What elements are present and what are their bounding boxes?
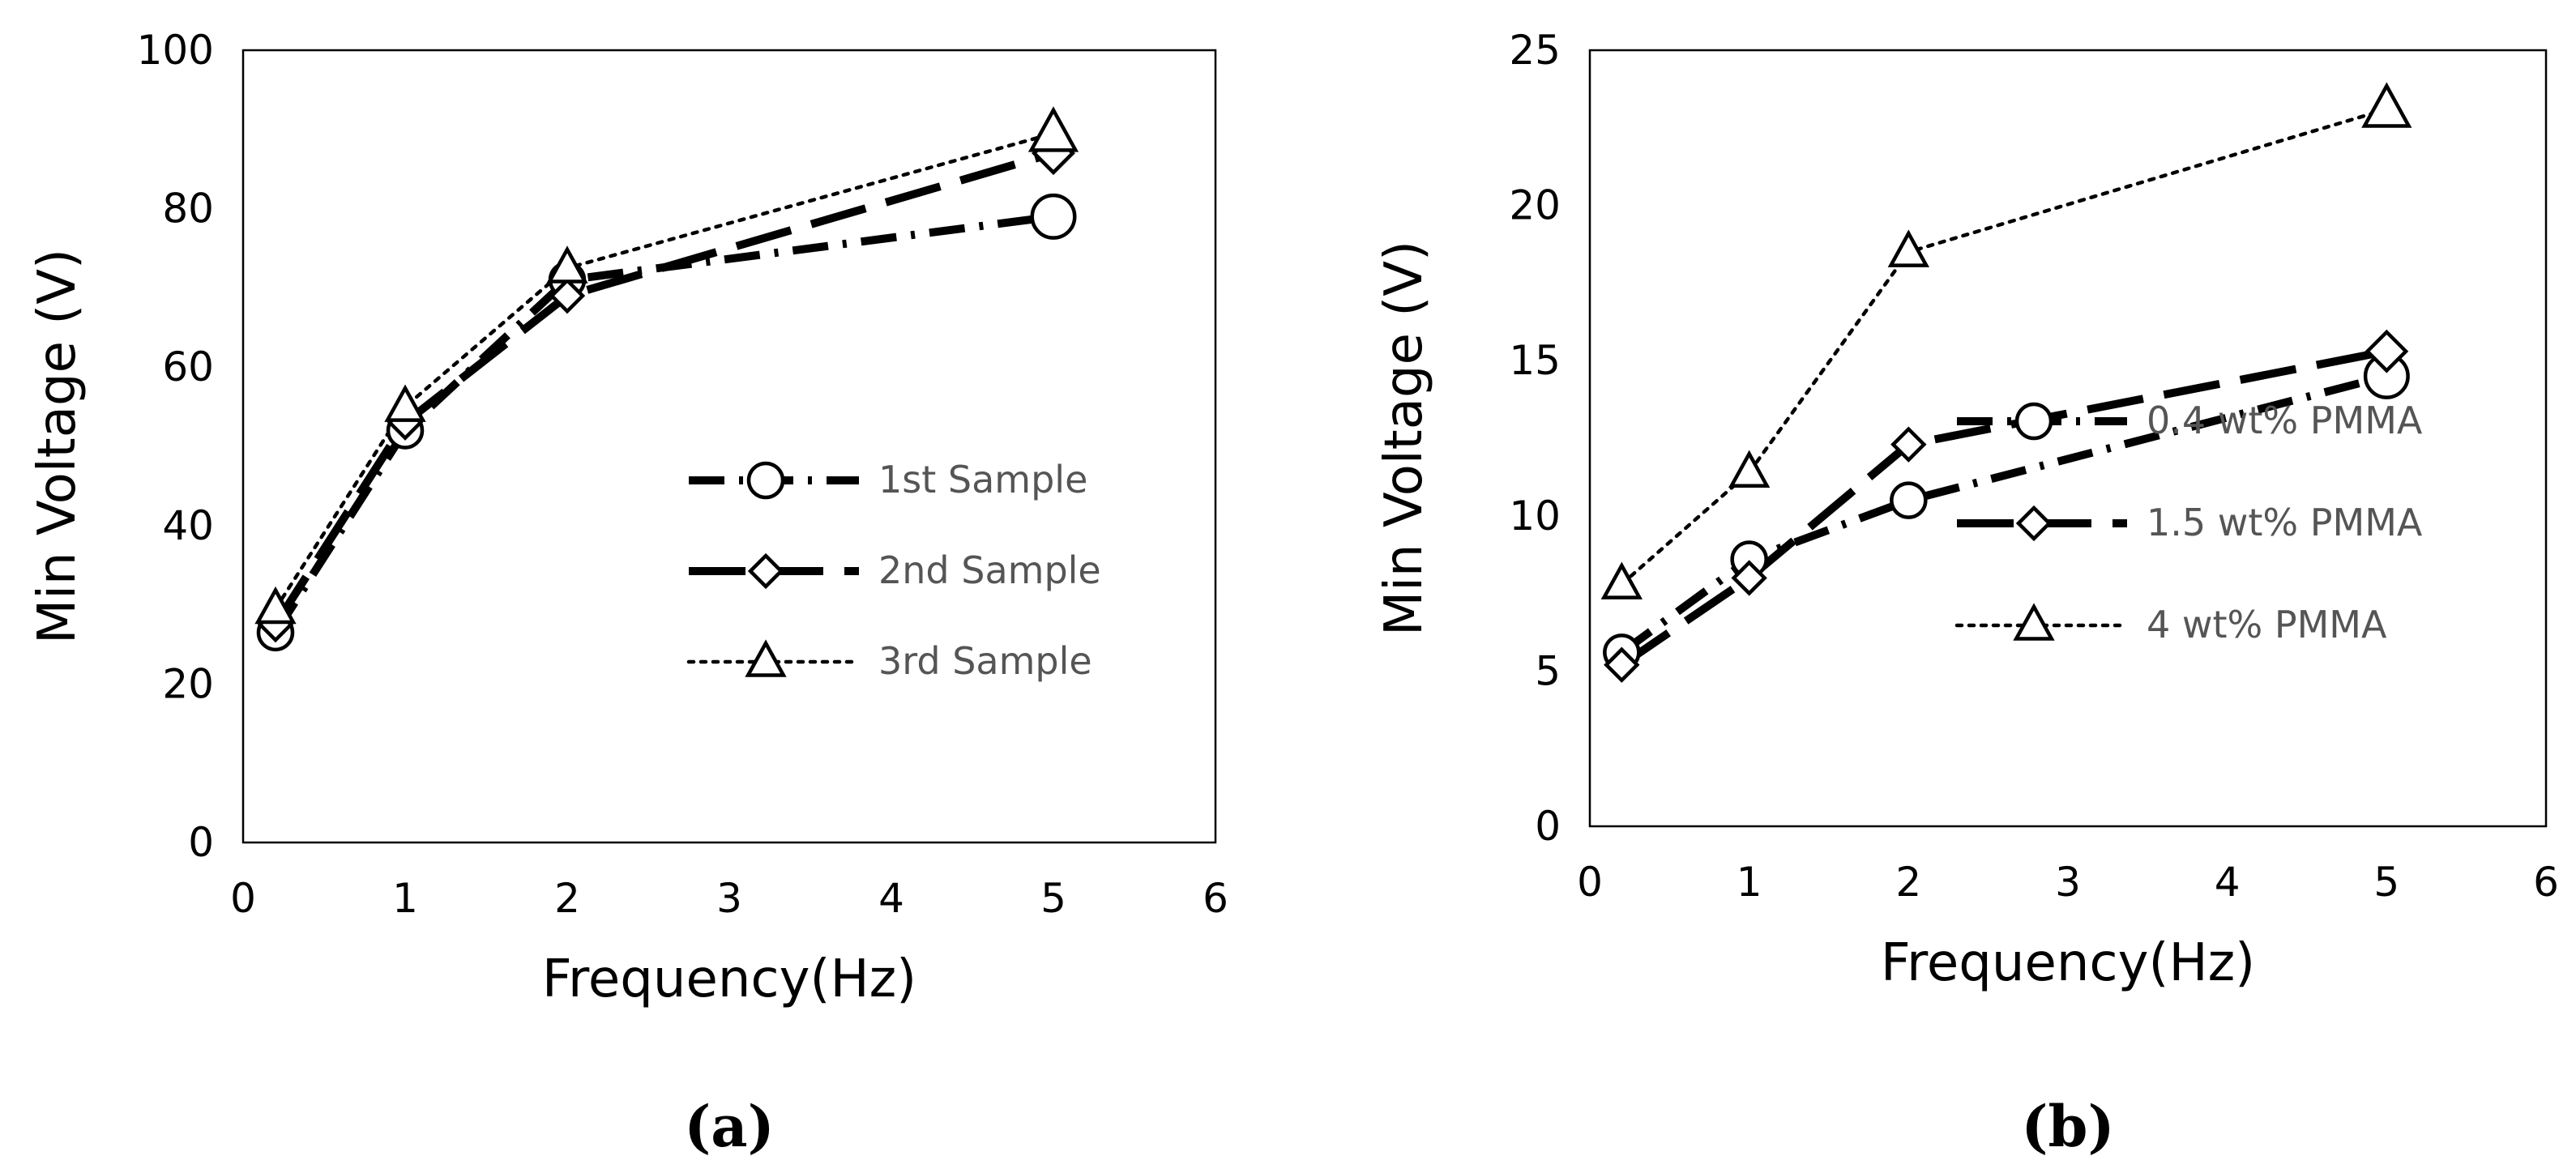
y-tick-label: 0 <box>1535 803 1561 850</box>
legend-marker-1 <box>2014 402 2053 441</box>
legend-marker-3 <box>745 639 787 677</box>
series-line-1 <box>1619 372 2388 656</box>
legend-label-2: 1.5 wt% PMMA <box>2147 501 2423 544</box>
legend-label-3: 4 wt% PMMA <box>2147 603 2387 646</box>
y-tick-label: 20 <box>1509 182 1561 229</box>
y-axis-title: Min Voltage (V) <box>1374 241 1434 636</box>
chart-b: 0 1 2 3 4 5 6 0 5 10 15 20 25 Frequency(Hz) Min Voltag… <box>1374 27 2559 1160</box>
series-3-point <box>1728 450 1771 488</box>
series-3-point <box>384 384 426 422</box>
legend-marker-3 <box>2013 603 2055 641</box>
x-tick-label: 1 <box>392 875 418 922</box>
y-tick-label: 80 <box>162 186 214 232</box>
legend-marker-2 <box>2015 505 2053 542</box>
x-axis-title: Frequency(Hz) <box>1881 933 2255 993</box>
x-tick-label: 2 <box>1895 859 1921 906</box>
y-tick-label: 10 <box>1509 493 1561 540</box>
y-axis-title: Min Voltage (V) <box>28 249 88 644</box>
x-tick-label: 5 <box>1040 875 1066 922</box>
y-tick-label: 100 <box>137 27 214 74</box>
series-line-2 <box>271 149 1055 627</box>
y-tick-label: 15 <box>1509 337 1561 384</box>
legend-label-1: 0.4 wt% PMMA <box>2147 399 2423 442</box>
x-tick-label: 3 <box>2055 859 2081 906</box>
panel-label: (a) <box>684 1093 775 1160</box>
x-tick-label: 5 <box>2373 859 2399 906</box>
series-line-2 <box>1619 347 2388 668</box>
y-tick-label: 5 <box>1535 647 1561 694</box>
series-2-point <box>1731 560 1767 596</box>
series-2-point <box>2365 329 2409 373</box>
series-1-point <box>1890 481 1928 519</box>
y-tick-label: 20 <box>162 660 214 707</box>
series-line-3 <box>273 131 1056 611</box>
series-2-point <box>549 277 586 314</box>
legend-marker-1 <box>746 461 785 500</box>
series-3-point <box>254 586 297 625</box>
legend-label-2: 2nd Sample <box>878 548 1101 592</box>
legend-label-3: 3rd Sample <box>878 639 1092 683</box>
series-3-point <box>1887 229 1929 267</box>
x-tick-label: 4 <box>2215 859 2241 906</box>
plot-frame <box>1588 49 2548 828</box>
series-3-point <box>1600 561 1643 599</box>
legend-label-1: 1st Sample <box>878 458 1087 501</box>
series-1-point <box>1030 193 1077 240</box>
x-axis-title: Frequency(Hz) <box>542 949 916 1009</box>
x-tick-label: 6 <box>2533 859 2559 906</box>
legend-marker-2 <box>747 552 784 590</box>
x-tick-label: 0 <box>230 875 256 922</box>
series-3-point <box>1027 106 1079 152</box>
y-tick-label: 60 <box>162 343 214 390</box>
x-tick-label: 2 <box>554 875 580 922</box>
plot-frame <box>241 49 1217 844</box>
x-tick-label: 0 <box>1577 859 1603 906</box>
series-2-point <box>1604 646 1640 683</box>
panel-label: (b) <box>2021 1093 2114 1160</box>
x-tick-label: 3 <box>716 875 742 922</box>
x-tick-label: 1 <box>1737 859 1762 906</box>
series-line-3 <box>1620 107 2389 586</box>
y-tick-label: 25 <box>1509 27 1561 74</box>
y-tick-label: 40 <box>162 502 214 549</box>
series-2-point <box>1890 426 1927 463</box>
series-3-point <box>2361 82 2412 128</box>
series-3-point <box>546 245 588 284</box>
y-tick-label: 0 <box>188 819 214 866</box>
x-tick-label: 6 <box>1203 875 1228 922</box>
x-tick-label: 4 <box>878 875 904 922</box>
